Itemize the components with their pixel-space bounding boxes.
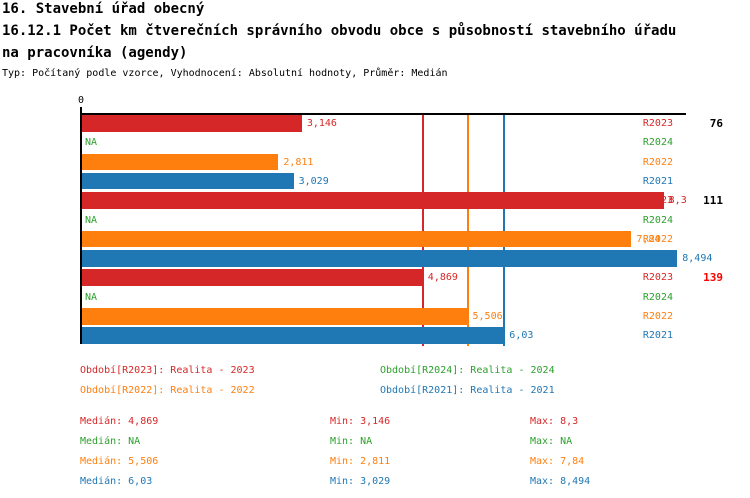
legend-item-r2022: Období[R2022]: Realita - 2022 (80, 385, 255, 396)
axis-zero-tick (80, 107, 82, 114)
indicator-title: 16.12.1 Počet km čtverečních správního o… (2, 23, 677, 39)
row-label-111-r2022: R2022 (642, 233, 673, 245)
legend-item-r2023: Období[R2023]: Realita - 2023 (80, 365, 255, 376)
bar-76-r2022 (82, 153, 279, 171)
indicator-subtitle: Typ: Počítaný podle vzorce, Vyhodnocení:… (2, 68, 448, 79)
group-label-76: 76 (709, 117, 723, 130)
bar-139-r2021 (82, 327, 505, 344)
axis-vertical-line (80, 113, 82, 344)
stat-min-row0: Min: 3,146 (330, 416, 391, 427)
legend-item-r2024: Období[R2024]: Realita - 2024 (380, 365, 555, 376)
bar-value-111-r2023: 8,3 (668, 195, 687, 207)
bar-111-r2021 (82, 250, 678, 267)
row-label-139-r2022: R2022 (642, 311, 673, 322)
stat-max-row0: Max: 8,3 (530, 416, 579, 427)
row-label-139-r2021: R2021 (642, 330, 673, 342)
bar-value-76-r2024: NA (85, 137, 98, 149)
stat-min-row2: Min: 2,811 (330, 456, 391, 467)
bar-value-111-r2022: 7,84 (636, 233, 661, 245)
stat-min-row1: Min: NA (330, 436, 373, 447)
axis-top-line (81, 113, 686, 115)
bar-139-r2022 (82, 308, 468, 325)
stat-median-row3: Medián: 6,03 (80, 476, 153, 487)
row-label-111-r2023: R2023 (642, 195, 673, 207)
median-line-r2022 (466, 115, 469, 346)
bar-value-111-r2021: 8,494 (682, 253, 713, 265)
median-line-r2023 (421, 115, 424, 346)
bar-value-139-r2023: 4,869 (427, 272, 458, 284)
legend-item-r2021: Období[R2021]: Realita - 2021 (380, 385, 555, 396)
bar-value-76-r2022: 2,811 (283, 156, 314, 168)
bar-value-111-r2024: NA (85, 214, 98, 226)
row-label-139-r2023: R2023 (642, 272, 673, 284)
bar-value-139-r2021: 6,03 (509, 330, 534, 342)
bar-value-139-r2022: 5,506 (472, 311, 503, 322)
report-title: 16. Stavební úřad obecný (2, 1, 205, 17)
bar-139-r2023 (82, 269, 423, 286)
bar-76-r2021 (82, 172, 294, 190)
bar-value-139-r2024: NA (85, 291, 98, 303)
indicator-title-line2: na pracovníka (agendy) (2, 45, 188, 61)
row-label-111-r2021: R2021 (642, 253, 673, 265)
group-label-111: 111 (703, 194, 723, 208)
group-label-139: 139 (703, 271, 723, 285)
stat-max-row3: Max: 8,494 (530, 476, 591, 487)
bar-111-r2022 (82, 230, 632, 248)
axis-zero-label: 0 (77, 95, 85, 106)
stat-median-row1: Medián: NA (80, 436, 141, 447)
stat-median-row0: Medián: 4,869 (80, 416, 159, 427)
stat-min-row3: Min: 3,029 (330, 476, 391, 487)
row-label-76-r2022: R2022 (642, 156, 673, 168)
median-line-r2021 (503, 115, 506, 346)
bar-76-r2023 (82, 115, 302, 132)
bar-value-76-r2021: 3,029 (298, 175, 329, 187)
row-label-139-r2024: R2024 (642, 291, 673, 303)
stat-max-row1: Max: NA (530, 436, 573, 447)
stat-max-row2: Max: 7,84 (530, 456, 585, 467)
bar-value-76-r2023: 3,146 (306, 118, 337, 129)
row-label-76-r2024: R2024 (642, 137, 673, 149)
row-label-111-r2024: R2024 (642, 214, 673, 226)
row-label-76-r2021: R2021 (642, 175, 673, 187)
bar-111-r2023 (82, 192, 664, 209)
stat-median-row2: Medián: 5,506 (80, 456, 159, 467)
row-label-76-r2023: R2023 (642, 118, 673, 129)
